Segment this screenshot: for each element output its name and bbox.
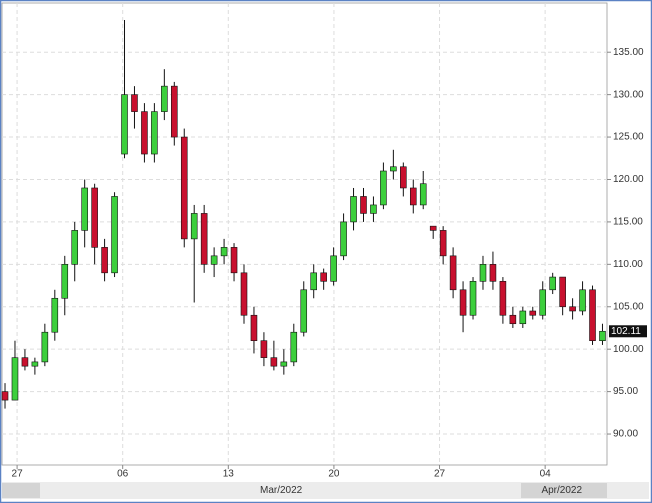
x-tick-label: 27 [12, 469, 24, 480]
candle-body [71, 230, 79, 265]
last-price-label: 102.11 [611, 326, 641, 337]
candle-body [230, 247, 238, 274]
candle-body [459, 289, 467, 316]
y-tick-label: 100.00 [613, 344, 644, 355]
candle-body [41, 331, 49, 363]
candle-body [380, 170, 387, 206]
candle-body [589, 289, 596, 341]
candle-body [141, 111, 148, 155]
last-price-box [609, 325, 647, 338]
candle-body [400, 166, 407, 189]
candle-body [290, 331, 298, 363]
candle-body [360, 196, 367, 214]
candle-body [409, 187, 417, 206]
x-tick-label: 06 [117, 469, 129, 480]
candle-body [330, 255, 337, 282]
candle-body [370, 204, 377, 214]
month-label: Apr/2022 [541, 485, 582, 496]
candle-body [131, 94, 138, 112]
candle-body [469, 281, 477, 316]
candle-body [260, 340, 268, 358]
candle-body [21, 357, 29, 367]
candle-body [151, 111, 158, 155]
candle-body [320, 272, 327, 282]
candle-body [161, 85, 168, 112]
candle-body [111, 196, 118, 274]
candle-body [91, 187, 98, 248]
candle-body [429, 225, 437, 231]
candle-body [599, 330, 606, 341]
candle-body [11, 357, 19, 401]
candle-body [81, 187, 88, 231]
candle-body [121, 94, 128, 155]
candle-body [171, 85, 178, 138]
candle-body [529, 310, 537, 316]
navigator-handle[interactable] [521, 483, 607, 498]
candle-body [559, 276, 566, 308]
y-tick-label: 95.00 [613, 386, 638, 397]
candle-body [539, 289, 547, 316]
candle-body [210, 255, 218, 265]
candle-body [190, 213, 198, 240]
candle-body [270, 357, 278, 367]
candle-body [200, 213, 208, 265]
x-tick-label: 04 [540, 469, 552, 480]
x-tick-label: 13 [223, 469, 235, 480]
candle-body [180, 136, 188, 240]
candle-body [300, 289, 308, 333]
navigator [2, 482, 649, 499]
candle-body [340, 221, 347, 257]
y-tick-label: 130.00 [613, 89, 644, 100]
y-tick-label: 135.00 [613, 47, 644, 58]
candle-body [489, 264, 497, 282]
y-tick-label: 110.00 [613, 259, 643, 270]
y-tick-label: 120.00 [613, 174, 644, 185]
navigator-handle[interactable] [2, 483, 40, 498]
candle-body [1, 391, 9, 401]
candle-body [449, 255, 457, 291]
y-tick-label: 105.00 [613, 301, 644, 312]
candle-body [31, 361, 39, 367]
candle-body [519, 310, 527, 325]
candle-body [439, 230, 447, 257]
candle-body [509, 314, 517, 325]
y-tick-label: 90.00 [613, 429, 638, 440]
month-label: Mar/2022 [260, 485, 303, 496]
candle-body [419, 183, 427, 206]
y-tick-label: 125.00 [613, 132, 644, 143]
candle-body [280, 361, 288, 367]
candle-body [51, 297, 59, 333]
candle-body [61, 264, 69, 299]
candle-body [569, 306, 576, 312]
candle-body [220, 247, 228, 257]
y-tick-label: 115.00 [613, 217, 643, 228]
x-tick-label: 20 [328, 469, 340, 480]
candle-body [499, 281, 507, 316]
candle-body [250, 314, 258, 341]
plot-area [1, 2, 608, 466]
candle-body [240, 272, 248, 316]
candle-body [350, 196, 357, 223]
candle-body [479, 264, 487, 282]
candle-body [101, 247, 108, 274]
candle-body [549, 276, 556, 291]
candle-body [579, 289, 586, 312]
candle-body [390, 166, 397, 172]
x-tick-label: 27 [434, 469, 446, 480]
candle-body [310, 272, 317, 291]
